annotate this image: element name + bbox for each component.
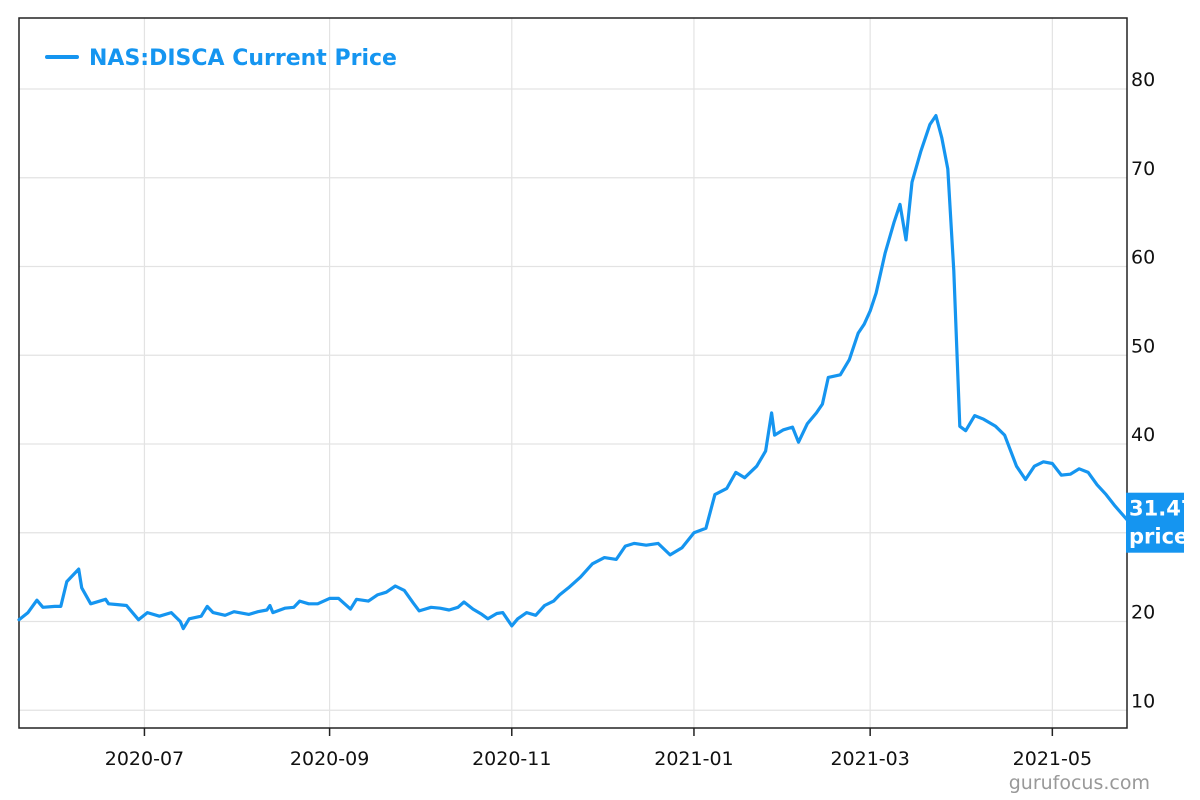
watermark: gurufocus.com bbox=[1009, 772, 1150, 794]
x-tick-label: 2020-09 bbox=[290, 748, 369, 770]
legend: NAS:DISCA Current Price bbox=[45, 46, 397, 71]
last-price-label: price bbox=[1129, 525, 1188, 549]
gridlines bbox=[19, 18, 1127, 736]
y-tick-label: 40 bbox=[1131, 424, 1155, 446]
y-axis-labels: 1020304050607080 bbox=[1131, 69, 1155, 712]
y-tick-label: 20 bbox=[1131, 602, 1155, 624]
x-tick-label: 2020-11 bbox=[472, 748, 551, 770]
x-tick-label: 2020-07 bbox=[105, 748, 184, 770]
x-tick-label: 2021-01 bbox=[654, 748, 733, 770]
plot-frame bbox=[18, 17, 1128, 729]
price-series-line bbox=[17, 114, 1129, 631]
last-price-badge-box bbox=[1126, 492, 1184, 553]
legend-label: NAS:DISCA Current Price bbox=[89, 46, 397, 71]
last-price-badge: 31.47 price bbox=[1126, 492, 1195, 553]
x-tick-label: 2021-03 bbox=[830, 748, 909, 770]
y-tick-label: 70 bbox=[1131, 158, 1155, 180]
x-axis-labels: 2020-07 2020-09 2020-11 2021-01 2021-03 2021-… bbox=[105, 748, 1092, 770]
y-tick-label: 60 bbox=[1131, 247, 1155, 269]
x-tick-label: 2021-05 bbox=[1013, 748, 1092, 770]
last-price-value: 31.47 bbox=[1129, 497, 1195, 521]
y-tick-label: 80 bbox=[1131, 69, 1155, 91]
y-tick-label: 50 bbox=[1131, 335, 1155, 357]
y-tick-label: 10 bbox=[1131, 690, 1155, 712]
